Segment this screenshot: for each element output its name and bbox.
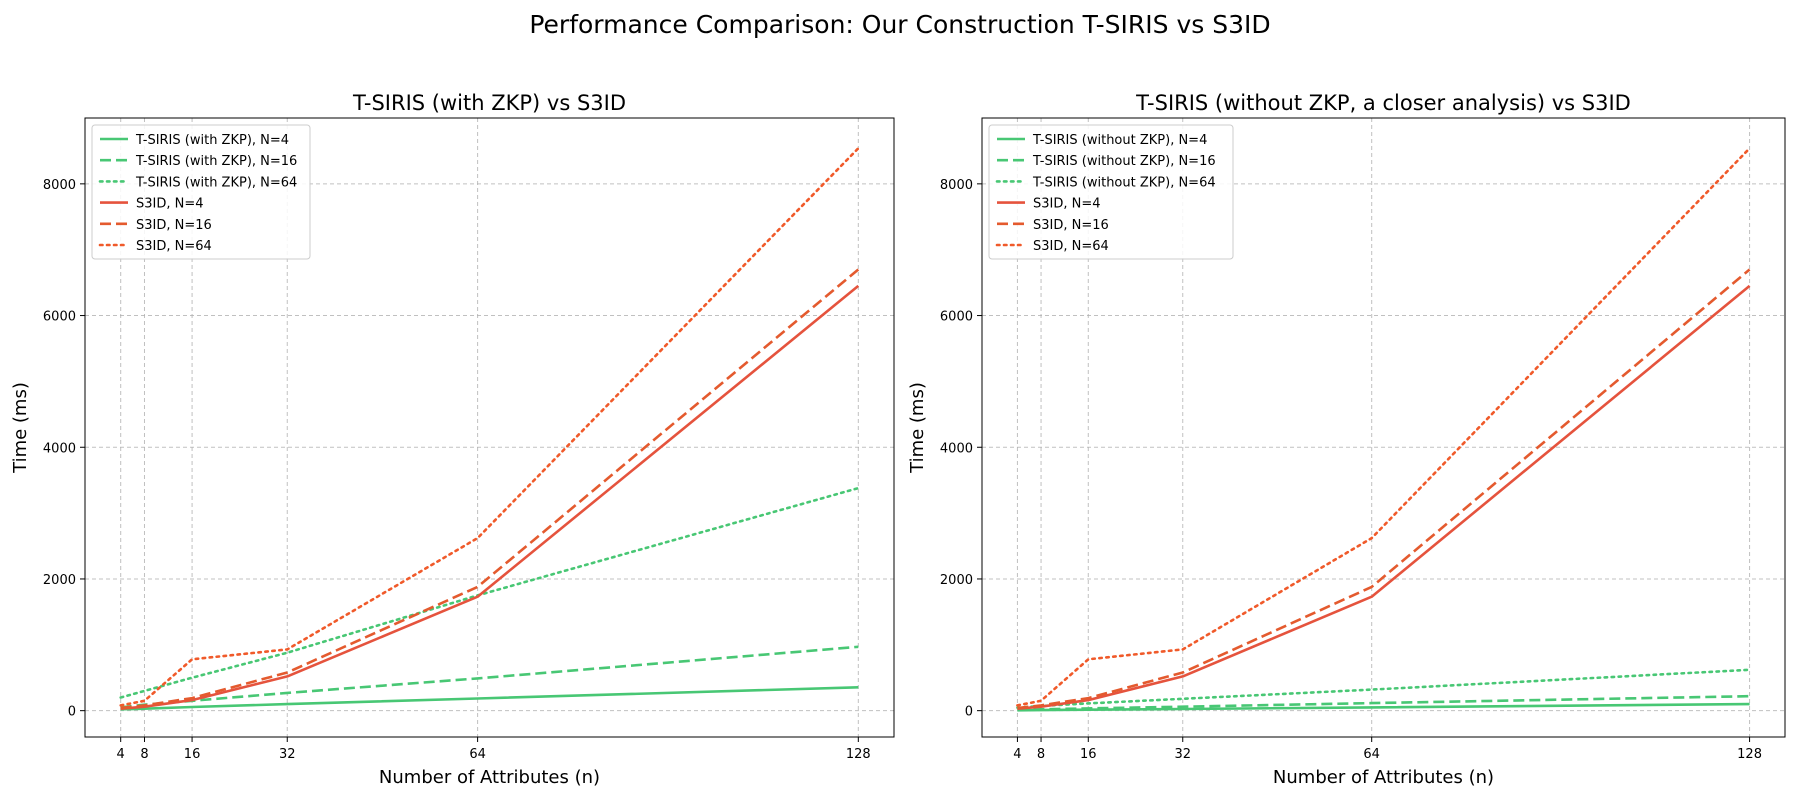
legend: T-SIRIS (with ZKP), N=4 T-SIRIS (with ZKP… xyxy=(91,124,311,260)
x-tick-label: 64 xyxy=(1363,747,1380,762)
series-line-3 xyxy=(119,486,860,699)
y-tick-label: 6000 xyxy=(940,310,973,325)
y-tick-label: 2000 xyxy=(43,573,76,588)
y-tick-label: 0 xyxy=(965,705,973,720)
y-tick-label: 8000 xyxy=(940,178,973,193)
legend-box xyxy=(91,124,311,260)
chart-panel-2: 4 8 16 32 64 128 0 2000 4000 6000 8000 T-SIRIS (wit… xyxy=(907,91,1786,788)
x-tick-label: 32 xyxy=(279,747,296,762)
legend-label: T-SIRIS (without ZKP), N=64 xyxy=(1032,175,1216,190)
y-tick-label: 2000 xyxy=(940,573,973,588)
series-line-2 xyxy=(1017,694,1750,712)
series-line-3 xyxy=(1016,668,1751,710)
series-line-6 xyxy=(119,147,860,707)
x-tick-label: 16 xyxy=(1080,747,1097,762)
x-tick-label: 128 xyxy=(1737,747,1762,762)
y-axis-label: Time (ms) xyxy=(10,382,31,474)
y-axis-label: Time (ms) xyxy=(907,382,928,474)
x-tick-label: 32 xyxy=(1174,747,1191,762)
legend-label: S3ID, N=16 xyxy=(1033,218,1109,233)
x-tick-label: 8 xyxy=(140,747,148,762)
legend-label: S3ID, N=4 xyxy=(1033,197,1101,212)
legend-label: S3ID, N=16 xyxy=(136,218,212,233)
series-line-4 xyxy=(120,284,860,710)
x-tick-label: 128 xyxy=(846,747,871,762)
legend-label: T-SIRIS (without ZKP), N=16 xyxy=(1032,154,1216,169)
x-tick-label: 8 xyxy=(1037,747,1045,762)
x-tick-label: 16 xyxy=(184,747,201,762)
chart-panel-1: 4 8 16 32 64 128 0 2000 4000 6000 8000 T-SIRIS (wit… xyxy=(10,91,895,788)
series-line-5 xyxy=(120,268,860,710)
y-tick-label: 6000 xyxy=(43,310,76,325)
x-tick-label: 4 xyxy=(1013,747,1021,762)
legend: T-SIRIS (without ZKP), N=4 T-SIRIS (witho… xyxy=(988,124,1234,260)
x-axis-label: Number of Attributes (n) xyxy=(1273,767,1494,788)
legend-label: T-SIRIS (without ZKP), N=4 xyxy=(1032,133,1207,148)
y-tick-label: 4000 xyxy=(940,441,973,456)
series-line-5 xyxy=(1017,268,1751,710)
y-tick-label: 0 xyxy=(68,705,76,720)
legend-label: T-SIRIS (with ZKP), N=64 xyxy=(135,175,297,190)
series-line-1 xyxy=(1017,702,1750,712)
series-line-4 xyxy=(1017,284,1751,710)
x-axis-label: Number of Attributes (n) xyxy=(379,767,600,788)
legend-label: S3ID, N=4 xyxy=(136,197,204,212)
series-line-1 xyxy=(120,686,859,711)
figure-title: Performance Comparison: Our Construction… xyxy=(529,10,1271,39)
chart-title: T-SIRIS (with ZKP) vs S3ID xyxy=(352,91,626,115)
x-tick-label: 64 xyxy=(469,747,486,762)
legend-box xyxy=(988,124,1234,260)
legend-label: T-SIRIS (with ZKP), N=16 xyxy=(135,154,297,169)
plot-frame xyxy=(84,117,895,738)
x-tick-label: 4 xyxy=(117,747,125,762)
legend-label: S3ID, N=64 xyxy=(1033,239,1109,254)
legend-label: S3ID, N=64 xyxy=(136,239,212,254)
series-line-6 xyxy=(1016,147,1751,707)
legend-label: T-SIRIS (with ZKP), N=4 xyxy=(135,133,289,148)
y-tick-label: 8000 xyxy=(43,178,76,193)
chart-title: T-SIRIS (without ZKP, a closer analysis)… xyxy=(1135,91,1631,115)
plot-frame xyxy=(981,117,1786,738)
y-tick-label: 4000 xyxy=(43,441,76,456)
